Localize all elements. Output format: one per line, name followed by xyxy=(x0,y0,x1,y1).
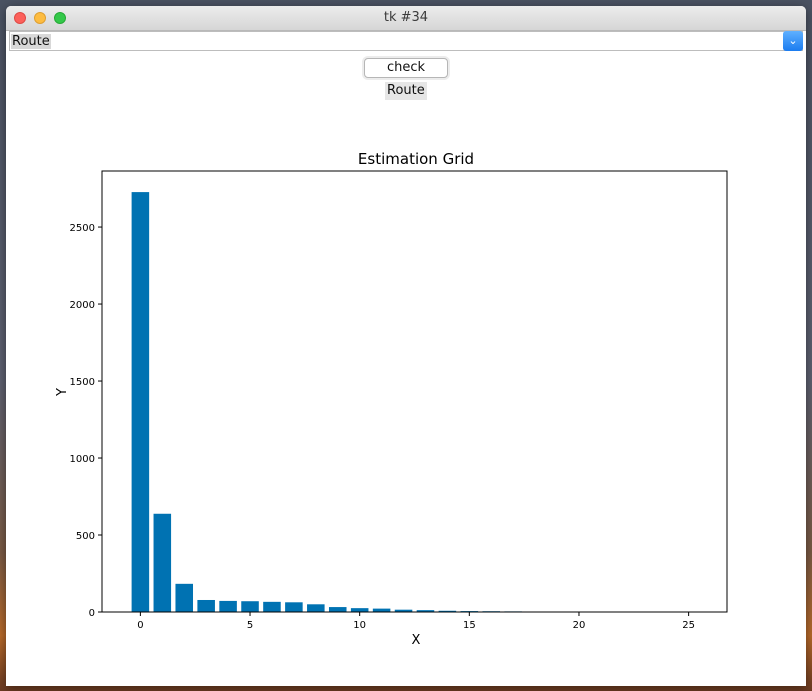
y-tick-label: 1500 xyxy=(70,377,95,388)
x-tick-label: 25 xyxy=(682,620,695,631)
x-tick-label: 20 xyxy=(573,620,586,631)
bar-14 xyxy=(438,610,457,612)
close-window-button[interactable] xyxy=(14,12,26,24)
bar-4 xyxy=(219,600,237,612)
route-label: Route xyxy=(385,82,427,100)
bar-1 xyxy=(153,513,172,612)
x-tick-label: 5 xyxy=(247,620,253,631)
check-button[interactable]: check xyxy=(364,58,448,78)
x-tick-label: 0 xyxy=(137,620,143,631)
y-axis-ticks: 0 500 1000 1500 2000 2500 xyxy=(70,223,102,619)
y-axis-label: Y xyxy=(55,388,70,397)
bar-7 xyxy=(285,602,303,612)
x-tick-label: 15 xyxy=(463,620,476,631)
bar-12 xyxy=(394,609,413,612)
bar-10 xyxy=(350,608,369,612)
chart-title: Estimation Grid xyxy=(358,150,474,168)
combobox-selected-value: Route xyxy=(11,34,51,49)
bar-5 xyxy=(241,601,259,612)
y-tick-label: 2000 xyxy=(70,300,95,311)
bar-11 xyxy=(372,608,391,612)
minimize-window-button[interactable] xyxy=(34,12,46,24)
window-title: tk #34 xyxy=(383,10,429,25)
x-axis-ticks: 0 5 10 15 20 25 xyxy=(137,612,695,631)
plot-frame xyxy=(101,170,728,613)
title-bar: tk #34 xyxy=(6,6,806,31)
bar-chart: Estimation Grid 0 5 10 15 20 25 0 500 1000 1500 2… xyxy=(55,150,728,648)
x-axis-label: X xyxy=(412,633,421,648)
bar-3 xyxy=(197,599,215,612)
bar-6 xyxy=(263,601,281,612)
chart-bars xyxy=(131,192,610,612)
x-tick-label: 10 xyxy=(353,620,366,631)
y-tick-label: 1000 xyxy=(70,454,95,465)
maximize-window-button[interactable] xyxy=(54,12,66,24)
bar-2 xyxy=(175,583,194,612)
bar-9 xyxy=(328,607,347,612)
y-tick-label: 500 xyxy=(76,531,95,542)
bar-0 xyxy=(131,192,150,612)
y-tick-label: 0 xyxy=(89,608,95,619)
app-window: tk #34 Route ⌄ check Route Estimation Gr… xyxy=(6,6,806,686)
bar-13 xyxy=(416,610,435,612)
route-combobox[interactable]: Route ⌄ xyxy=(9,31,803,51)
bar-8 xyxy=(307,604,325,612)
y-tick-label: 2500 xyxy=(70,223,95,234)
chevron-down-icon[interactable]: ⌄ xyxy=(783,31,803,51)
